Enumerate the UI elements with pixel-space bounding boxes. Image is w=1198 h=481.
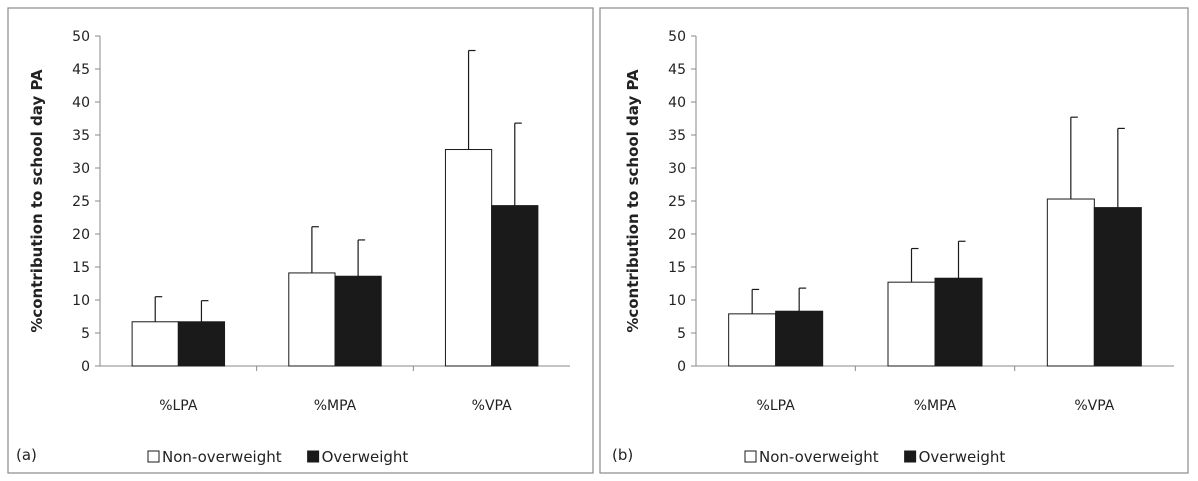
y-tick-label: 45 bbox=[668, 62, 686, 78]
y-tick-label: 30 bbox=[72, 161, 90, 177]
panel-label: (b) bbox=[612, 446, 633, 464]
y-tick-label: 20 bbox=[668, 227, 686, 243]
x-tick-label: %MPA bbox=[314, 398, 357, 414]
x-tick-label: %LPA bbox=[159, 398, 198, 414]
y-tick-label: 0 bbox=[81, 359, 90, 375]
bar-overweight bbox=[934, 277, 983, 367]
legend-label: Non-overweight bbox=[759, 448, 879, 466]
y-tick-label: 50 bbox=[72, 29, 90, 45]
y-tick-label: 20 bbox=[72, 227, 90, 243]
legend-swatch-overweight bbox=[904, 450, 917, 463]
y-tick-label: 10 bbox=[668, 293, 686, 309]
legend: Non-overweight Overweight bbox=[147, 448, 409, 466]
y-tick-label: 45 bbox=[72, 62, 90, 78]
panel-label: (a) bbox=[16, 446, 37, 464]
bar-overweight bbox=[177, 321, 226, 367]
y-tick-label: 0 bbox=[677, 359, 686, 375]
x-tick-label: %LPA bbox=[757, 398, 796, 414]
chart-panel-a: 0 5 10 15 20 25 30 35 40 45 50 %contribution to sch… bbox=[7, 7, 594, 474]
x-tick-label: %VPA bbox=[1074, 398, 1114, 414]
legend-swatch-overweight bbox=[307, 450, 320, 463]
y-tick-label: 25 bbox=[72, 194, 90, 210]
y-axis-label: %contribution to school day PA bbox=[28, 69, 46, 333]
chart-panel-b: 0 5 10 15 20 25 30 35 40 45 50 %contribution to sch… bbox=[599, 7, 1189, 474]
bar-non-overweight bbox=[1046, 198, 1095, 367]
x-tick-label: %VPA bbox=[472, 398, 512, 414]
legend-label: Overweight bbox=[919, 448, 1006, 466]
bar-overweight bbox=[1093, 207, 1142, 367]
legend-swatch-non-overweight bbox=[744, 450, 757, 463]
legend-label: Overweight bbox=[322, 448, 409, 466]
y-tick-label: 5 bbox=[81, 326, 90, 342]
y-tick-label: 30 bbox=[668, 161, 686, 177]
y-axis-label: %contribution to school day PA bbox=[624, 69, 642, 333]
y-tick-label: 35 bbox=[668, 128, 686, 144]
y-tick-label: 10 bbox=[72, 293, 90, 309]
bar-non-overweight bbox=[131, 321, 179, 367]
bar-overweight bbox=[334, 275, 382, 367]
bar-non-overweight bbox=[887, 281, 936, 367]
y-tick-label: 40 bbox=[668, 95, 686, 111]
y-tick-label: 5 bbox=[677, 326, 686, 342]
y-tick-label: 15 bbox=[72, 260, 90, 276]
bar-non-overweight bbox=[288, 272, 336, 367]
legend-swatch-non-overweight bbox=[147, 450, 160, 463]
y-tick-label: 15 bbox=[668, 260, 686, 276]
legend: Non-overweight Overweight bbox=[744, 448, 1006, 466]
bar-non-overweight bbox=[728, 313, 777, 367]
y-tick-label: 40 bbox=[72, 95, 90, 111]
bar-overweight bbox=[775, 310, 824, 367]
y-tick-label: 35 bbox=[72, 128, 90, 144]
bar-non-overweight bbox=[444, 149, 493, 367]
y-tick-label: 25 bbox=[668, 194, 686, 210]
legend-label: Non-overweight bbox=[162, 448, 282, 466]
bar-overweight bbox=[491, 205, 539, 367]
y-tick-label: 50 bbox=[668, 29, 686, 45]
x-tick-label: %MPA bbox=[914, 398, 957, 414]
